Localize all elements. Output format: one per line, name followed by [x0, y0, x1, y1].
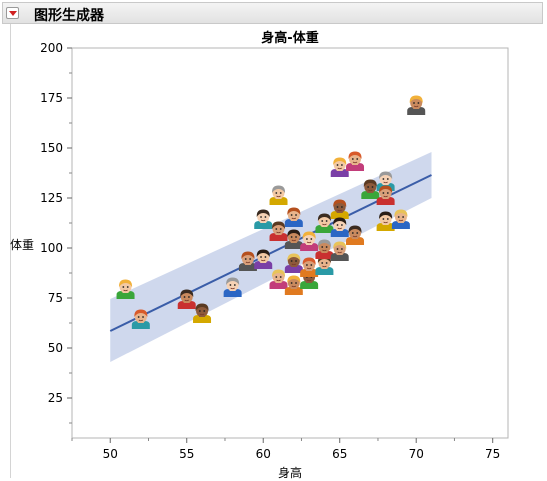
x-tick-label: 75 — [485, 447, 500, 461]
y-tick-label: 75 — [48, 291, 63, 305]
data-point[interactable] — [330, 199, 349, 220]
data-point[interactable] — [346, 151, 365, 172]
data-point[interactable] — [315, 255, 334, 276]
data-point[interactable] — [284, 207, 303, 228]
red-triangle-menu-icon[interactable] — [6, 7, 19, 19]
data-point[interactable] — [269, 269, 288, 290]
y-tick-label: 200 — [40, 41, 63, 55]
data-point[interactable] — [284, 229, 303, 250]
data-point[interactable] — [376, 211, 395, 232]
y-tick-label: 100 — [40, 241, 63, 255]
data-point[interactable] — [330, 157, 349, 178]
data-point[interactable] — [238, 251, 257, 272]
data-point[interactable] — [177, 289, 196, 310]
data-point[interactable] — [330, 217, 349, 238]
data-point[interactable] — [376, 185, 395, 206]
y-tick-label: 175 — [40, 91, 63, 105]
data-point[interactable] — [223, 277, 242, 298]
data-point[interactable] — [346, 225, 365, 246]
report-title-bar[interactable]: 图形生成器 — [2, 2, 543, 24]
data-point[interactable] — [269, 185, 288, 206]
data-point[interactable] — [315, 239, 334, 260]
y-tick-label: 25 — [48, 391, 63, 405]
y-axis-label[interactable]: 体重 — [10, 238, 35, 252]
y-tick-label: 125 — [40, 191, 63, 205]
x-tick-label: 65 — [332, 447, 347, 461]
report-title: 图形生成器 — [34, 8, 104, 24]
data-point[interactable] — [315, 213, 334, 234]
data-point[interactable] — [284, 275, 303, 296]
y-tick-label: 150 — [40, 141, 63, 155]
data-point[interactable] — [131, 309, 150, 330]
data-point[interactable] — [193, 303, 212, 324]
data-point[interactable] — [269, 221, 288, 242]
data-point[interactable] — [116, 279, 135, 300]
data-point[interactable] — [300, 257, 319, 278]
outline-divider — [10, 24, 11, 478]
data-point[interactable] — [254, 209, 273, 230]
data-point[interactable] — [284, 253, 303, 274]
data-point[interactable] — [391, 209, 410, 230]
data-point[interactable] — [361, 179, 380, 200]
x-tick-label: 60 — [256, 447, 271, 461]
data-point[interactable] — [407, 95, 426, 116]
x-tick-label: 70 — [409, 447, 424, 461]
x-tick-label: 55 — [179, 447, 194, 461]
data-point[interactable] — [254, 249, 273, 270]
data-point[interactable] — [300, 231, 319, 252]
y-tick-label: 50 — [48, 341, 63, 355]
chart-title: 身高-体重 — [261, 31, 319, 46]
x-axis-label[interactable]: 身高 — [277, 466, 302, 480]
x-tick-label: 50 — [103, 447, 118, 461]
data-point[interactable] — [330, 241, 349, 262]
confidence-band — [110, 152, 432, 362]
